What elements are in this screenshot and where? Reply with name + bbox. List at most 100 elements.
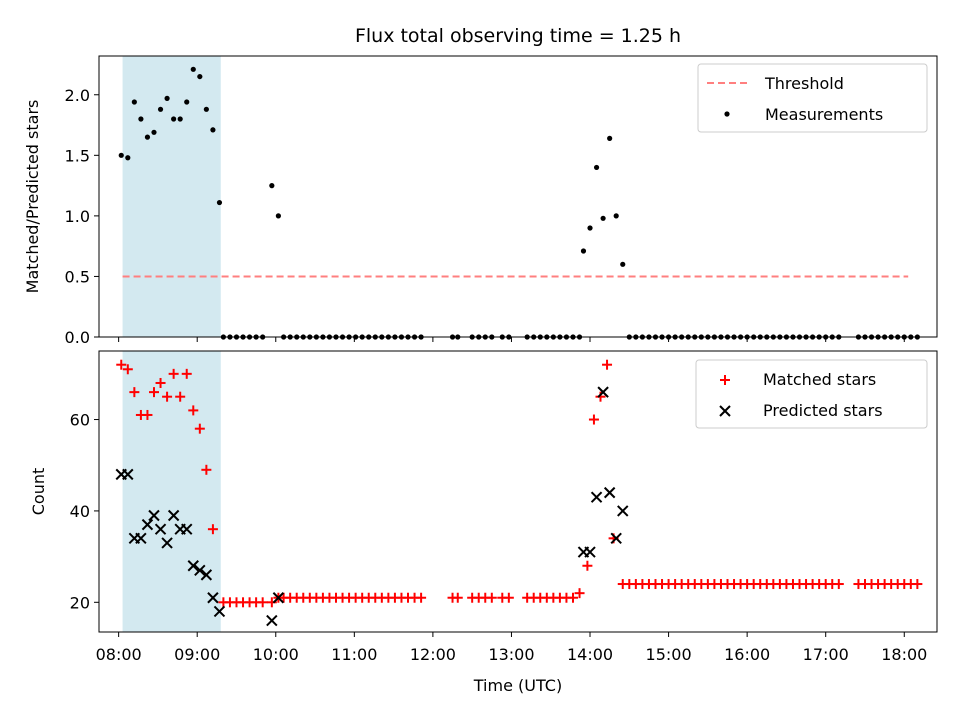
data-point-matched-stars-11 — [188, 405, 199, 416]
data-point-predicted-stars-4 — [141, 518, 154, 531]
legend-predicted-label: Predicted stars — [763, 401, 883, 420]
data-point-predicted-stars-11 — [187, 560, 199, 572]
data-point-predicted-stars-6-b — [154, 523, 167, 535]
data-point-measurements-68 — [607, 135, 613, 141]
data-point-predicted-stars-7 — [161, 537, 173, 549]
data-point-measurements-5 — [151, 129, 157, 135]
data-point-predicted-stars-3-b — [135, 532, 147, 545]
data-point-matched-stars-8 — [168, 368, 179, 379]
data-point-predicted-stars-7-b — [161, 537, 173, 549]
data-point-predicted-stars-16 — [266, 614, 278, 627]
legend-threshold-label: Threshold — [764, 74, 844, 93]
data-point-measurements-2 — [131, 99, 137, 105]
x-tick-label: 13:00 — [488, 645, 534, 664]
x-tick-label: 14:00 — [567, 645, 613, 664]
legend-frame — [697, 63, 928, 133]
data-point-predicted-stars-19 — [584, 546, 596, 558]
data-point-predicted-stars-21 — [597, 386, 609, 398]
legend-bottom: Matched stars Predicted stars — [695, 359, 928, 429]
y-tick-label: 60 — [70, 411, 90, 430]
data-point-predicted-stars-21-b — [597, 386, 609, 398]
data-point-matched-stars-21 — [257, 597, 268, 608]
legend-top: Threshold Measurements — [697, 63, 928, 133]
data-point-measurements-1 — [125, 155, 131, 161]
chart-title: Flux total observing time = 1.25 h — [355, 25, 681, 47]
bottom-y-axis-label: Count — [29, 468, 48, 516]
x-tick-label: 11:00 — [331, 645, 377, 664]
y-tick-label: 2.0 — [65, 86, 90, 105]
data-point-measurements-15 — [216, 199, 223, 206]
data-point-predicted-stars-17 — [272, 592, 285, 604]
data-point-matched-stars-7 — [162, 391, 173, 402]
y-tick-label: 1.5 — [65, 146, 90, 165]
data-point-predicted-stars-4-b — [141, 518, 154, 531]
x-tick-label: 09:00 — [174, 645, 220, 664]
data-point-predicted-stars-3 — [135, 532, 147, 545]
axes-frame — [98, 55, 938, 338]
data-point-measurements-65 — [587, 225, 593, 231]
data-point-predicted-stars-24-b — [617, 505, 629, 517]
data-point-predicted-stars-14 — [207, 592, 219, 604]
x-tick-label: 12:00 — [410, 645, 456, 664]
data-point-measurements-11 — [190, 66, 196, 72]
data-point-matched-stars-5 — [148, 387, 159, 398]
data-point-measurements-67 — [600, 215, 606, 221]
observing-window-shade — [122, 56, 221, 337]
data-point-measurements-24 — [275, 213, 281, 219]
data-point-measurements-13 — [203, 106, 209, 112]
data-point-matched-stars-0 — [116, 359, 127, 370]
legend-predicted-swatch-b — [719, 405, 731, 417]
x-tick-label: 16:00 — [724, 645, 770, 664]
data-point-matched-stars-61 — [567, 592, 578, 603]
x-tick-label: 08:00 — [96, 645, 142, 664]
data-point-matched-stars-101 — [833, 579, 844, 590]
data-point-measurements-4 — [144, 134, 151, 140]
data-point-predicted-stars-1 — [122, 468, 134, 481]
data-point-measurements-9 — [177, 116, 183, 122]
series-measurements — [118, 66, 920, 340]
data-point-measurements-10 — [184, 99, 190, 105]
data-point-matched-stars-63 — [582, 560, 593, 571]
legend-measurements-label: Measurements — [765, 105, 883, 124]
data-point-matched-stars-66 — [602, 359, 613, 370]
x-axis-label: Time (UTC) — [473, 676, 562, 695]
data-point-predicted-stars-10 — [181, 523, 193, 535]
y-tick-label: 0.5 — [65, 267, 90, 286]
data-point-measurements-12 — [197, 73, 203, 80]
data-point-measurements-3 — [138, 116, 144, 122]
data-point-predicted-stars-20 — [590, 491, 603, 503]
data-point-matched-stars-51 — [486, 592, 497, 603]
legend-measurements-swatch — [724, 111, 730, 117]
x-tick-label: 17:00 — [803, 645, 849, 664]
data-point-matched-stars-13 — [201, 464, 212, 475]
data-point-matched-stars-64 — [588, 414, 599, 425]
data-point-predicted-stars-24 — [617, 505, 629, 517]
data-point-measurements-69 — [613, 213, 619, 219]
series-predicted-stars — [115, 386, 629, 627]
x-tick-label: 15:00 — [646, 645, 692, 664]
data-point-predicted-stars-14-b — [207, 592, 219, 604]
data-point-measurements-23 — [269, 182, 275, 189]
y-tick-label: 1.0 — [65, 207, 90, 226]
data-point-matched-stars-14 — [207, 524, 218, 535]
observing-window-shade — [122, 351, 221, 632]
data-point-predicted-stars-15 — [213, 605, 226, 618]
data-point-predicted-stars-23-b — [610, 532, 622, 545]
data-point-measurements-6 — [157, 106, 164, 112]
data-point-predicted-stars-16-b — [266, 614, 278, 627]
data-point-predicted-stars-1-b — [122, 468, 134, 481]
legend-matched-label: Matched stars — [763, 370, 876, 389]
data-point-measurements-14 — [210, 127, 216, 133]
data-point-predicted-stars-23 — [610, 532, 622, 545]
data-point-predicted-stars-8 — [167, 509, 180, 522]
data-point-predicted-stars-12 — [194, 564, 206, 577]
data-point-matched-stars-53 — [503, 592, 514, 603]
data-point-predicted-stars-20-b — [590, 491, 603, 503]
data-point-predicted-stars-5 — [148, 509, 160, 522]
data-point-matched-stars-111 — [912, 579, 923, 590]
data-point-predicted-stars-19-b — [584, 546, 596, 558]
top-y-axis-label: Matched/Predicted stars — [23, 100, 42, 294]
data-point-predicted-stars-5-b — [148, 509, 160, 522]
top-panel-measurements: 0.0 0.5 1.0 1.5 2.0 Threshold Measurements — [65, 55, 938, 347]
data-point-matched-stars-4 — [142, 409, 153, 420]
